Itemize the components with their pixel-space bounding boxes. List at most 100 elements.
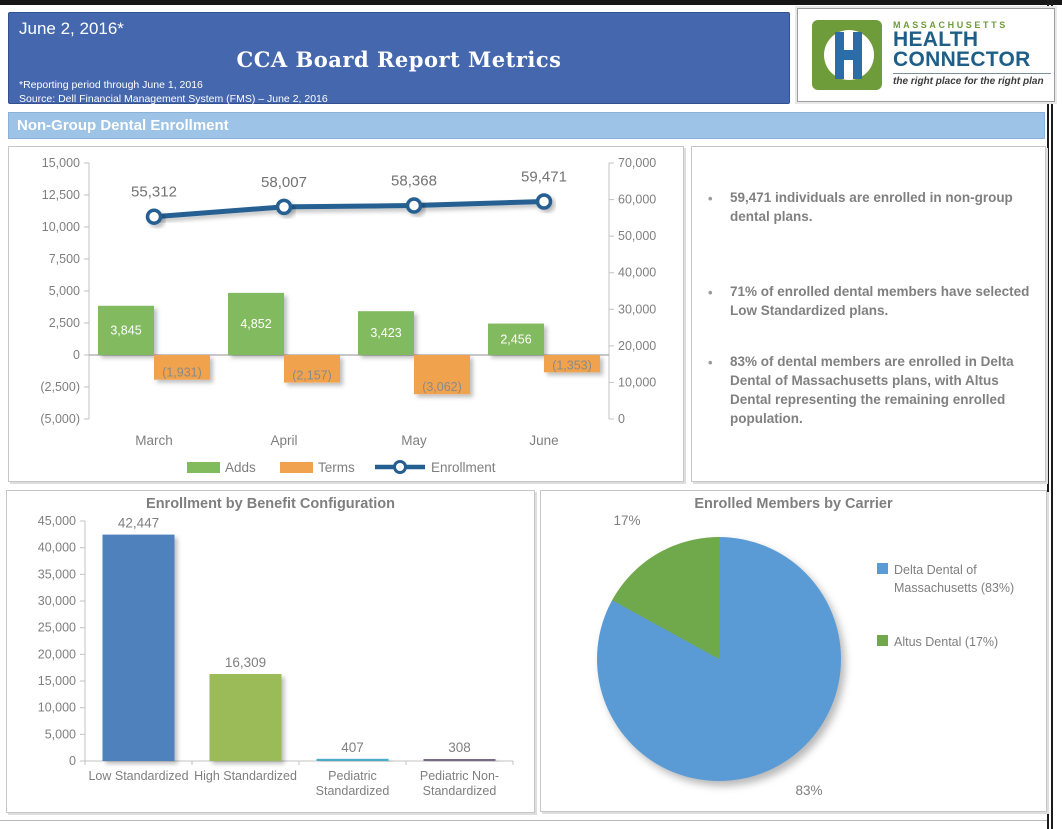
logo-h-crossbar [835,50,862,60]
x-axis-category-label: May [401,433,427,448]
insight-item-carrier-split: • 83% of dental members are enrolled in … [706,353,1032,429]
y-axis-tick-label: 45,000 [38,514,76,528]
benefit-configuration-chart-panel: Enrollment by Benefit Configuration 45,0… [6,490,535,813]
bullet-icon: • [708,285,713,300]
x-axis-category-label: Standardized [316,784,390,798]
terms-bar [414,355,470,395]
x-axis-category-label: June [529,433,558,448]
right-axis-tick-label: 10,000 [618,375,656,389]
carrier-pie [597,537,841,781]
right-axis-tick-label: 60,000 [618,193,656,207]
benefit-bar-value-label: 16,309 [225,655,266,670]
y-axis-tick-label: 0 [69,754,76,768]
report-header-banner: June 2, 2016* CCA Board Report Metrics *… [8,12,790,105]
y-axis-tick-label: 15,000 [38,674,76,688]
health-connector-logo-mark [812,20,882,90]
x-axis-category-label: Pediatric [328,769,377,783]
page-right-border-outer [1047,0,1049,829]
carrier-pie-chart-panel: Enrolled Members by Carrier 17% 83% Delt… [540,490,1047,812]
logo-region-label: MASSACHUSETTS [893,20,1008,30]
terms-bar-label: (3,062) [422,380,462,394]
insight-item-enrollment-total: • 59,471 individuals are enrolled in non… [706,189,1032,227]
report-footnote-reporting-period: *Reporting period through June 1, 2016 [19,79,203,91]
section-title: Non-Group Dental Enrollment [17,117,229,134]
terms-bar [284,355,340,383]
enrollment-marker [405,197,423,214]
x-axis-category-label: April [270,433,297,448]
terms-bar [544,355,600,373]
benefit-bar [209,674,282,761]
adds-bar-label: 4,852 [240,317,271,331]
bullet-icon: • [708,191,713,206]
right-axis-tick-label: 30,000 [618,302,656,316]
legend-swatch-delta-dental [877,563,888,574]
left-axis-tick-label: 15,000 [42,156,80,170]
y-axis-tick-label: 35,000 [38,567,76,581]
left-axis-tick-label: 7,500 [49,252,80,266]
benefit-bar [316,758,389,761]
legend-item-delta-dental: Delta Dental of Massachusetts (83%) [877,561,1014,597]
adds-bar [488,323,544,355]
y-axis-tick-label: 30,000 [38,594,76,608]
adds-bar-label: 2,456 [500,332,531,346]
legend-item-altus-dental: Altus Dental (17%) [877,633,998,651]
left-axis-tick-label: 5,000 [49,284,80,298]
adds-bar [98,305,154,355]
legend-swatch-terms [280,462,313,473]
left-axis-tick-label: 0 [73,348,80,362]
legend-label-enrollment: Enrollment [431,460,496,475]
legend-label-line: Delta Dental of [894,563,977,577]
carrier-chart-title: Enrolled Members by Carrier [694,496,893,512]
adds-bar [358,311,414,355]
terms-bar-label: (1,353) [552,358,592,372]
legend-label-adds: Adds [225,460,256,475]
enrollment-trend-chart-panel: 15,000 12,500 10,000 7,500 5,000 2,500 0 (2,500… [8,146,684,482]
enrollment-data-label: 55,312 [131,184,177,201]
page-right-border-inner [1051,0,1053,829]
y-axis-tick-label: 40,000 [38,541,76,555]
x-axis-category-label: Standardized [423,784,497,798]
benefit-bar-value-label: 42,447 [118,516,159,531]
adds-bar-label: 3,423 [370,326,401,340]
terms-bar [154,355,210,380]
enrollment-trend-combo-chart: 15,000 12,500 10,000 7,500 5,000 2,500 0 (2,500… [40,156,656,475]
health-connector-logo-panel: MASSACHUSETTS HEALTH CONNECTOR the right… [797,8,1055,102]
left-axis-tick-label: 10,000 [42,220,80,234]
benefit-bar-value-label: 308 [448,740,471,755]
legend-swatch-altus-dental [877,635,888,646]
pie-callout-delta: 83% [795,783,823,798]
terms-bar-label: (1,931) [162,366,202,380]
legend-label-delta-dental: Delta Dental of Massachusetts (83%) [877,561,1014,597]
enrollment-marker [535,193,553,210]
page-bottom-rule [0,820,1047,821]
report-footnote-source: Source: Dell Financial Management System… [19,93,328,105]
left-axis-tick-label: (5,000) [40,412,80,426]
enrollment-data-label: 58,007 [261,174,307,191]
enrollment-marker [275,198,293,216]
benefit-bar [102,534,175,761]
enrollment-marker [145,208,163,225]
benefit-chart-title: Enrollment by Benefit Configuration [146,496,395,512]
bullet-icon: • [708,355,713,370]
legend-swatch-enrollment-marker [393,460,407,474]
left-axis-tick-label: (2,500) [40,380,80,394]
right-axis-tick-label: 40,000 [618,266,656,280]
benefit-bar [423,759,496,761]
benefit-bar-value-label: 407 [341,740,364,755]
legend-label-terms: Terms [318,460,355,475]
right-axis-tick-label: 50,000 [618,229,656,243]
y-axis-tick-label: 25,000 [38,621,76,635]
insight-text: 83% of dental members are enrolled in De… [730,354,1014,426]
legend-label-line: Massachusetts (83%) [894,581,1015,596]
left-axis-tick-label: 2,500 [49,316,80,330]
x-axis-category-label: Pediatric Non- [420,769,499,783]
key-insights-panel: • 59,471 individuals are enrolled in non… [691,146,1046,482]
adds-bar [228,292,284,355]
insight-text: 71% of enrolled dental members have sele… [730,284,1030,318]
enrollment-line [151,199,547,220]
terms-bar-label: (2,157) [292,369,332,383]
logo-name-line2: CONNECTOR [893,47,1031,71]
right-axis-tick-label: 20,000 [618,339,656,353]
legend-label-altus-dental: Altus Dental (17%) [877,633,998,651]
